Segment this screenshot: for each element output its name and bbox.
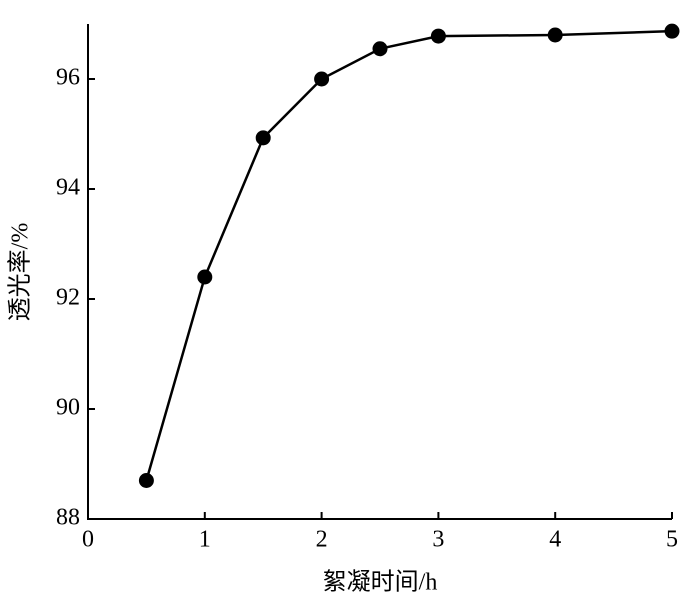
point (664, 23, 680, 39)
x-tick-label: 5 (666, 527, 678, 553)
point (138, 473, 154, 488)
x-tick-label: 0 (82, 527, 94, 553)
point (430, 28, 446, 44)
x-tick-label: 2 (316, 527, 328, 553)
x-tick-label: 1 (199, 527, 211, 553)
point (255, 130, 271, 146)
x-axis-label: 絮凝时间/h (323, 569, 438, 596)
x-tick-label: 3 (432, 527, 444, 553)
y-tick-label: 88 (56, 505, 80, 531)
y-tick-label: 96 (56, 65, 80, 91)
y-tick-label: 92 (56, 285, 80, 311)
line (145, 29, 673, 481)
y-tick-label: 94 (56, 175, 80, 201)
point (547, 27, 563, 43)
x-tick-label: 4 (549, 527, 561, 553)
y-axis-label: 透光率/% (7, 223, 34, 322)
point (314, 71, 330, 87)
y-tick-label: 90 (56, 395, 80, 421)
point (197, 269, 213, 285)
point (372, 41, 388, 57)
